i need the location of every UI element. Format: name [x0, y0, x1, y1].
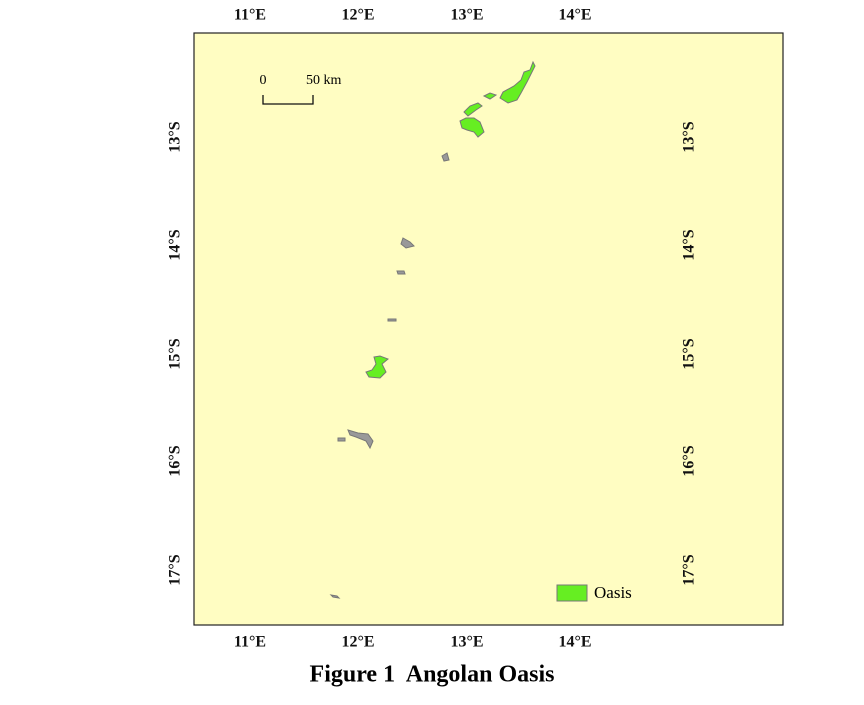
oasis-patch [365, 355, 389, 379]
oasis-patch [482, 92, 498, 100]
oasis-patch [459, 117, 485, 138]
oasis-sliver [400, 237, 415, 249]
oasis-sliver [337, 437, 346, 442]
scale-end: 50 km [306, 73, 342, 88]
longitude-label: 13°E [450, 7, 483, 24]
scale-start: 0 [260, 73, 267, 88]
longitude-label: 11°E [234, 7, 266, 24]
latitude-label: 17°S [167, 554, 184, 585]
oasis-patch [499, 60, 536, 104]
longitude-label: 12°E [341, 7, 374, 24]
oasis-patch [463, 102, 483, 117]
oasis-sliver [396, 270, 406, 275]
latitude-label: 14°S [681, 229, 698, 260]
oasis-patches [329, 60, 536, 599]
oasis-sliver [441, 152, 450, 162]
longitude-label: 11°E [234, 634, 266, 651]
oasis-sliver [347, 429, 374, 450]
oasis-sliver [329, 594, 341, 599]
legend-label: Oasis [594, 583, 632, 602]
latitude-label: 13°S [681, 121, 698, 152]
oasis-sliver [387, 318, 397, 322]
graticule-labels: 11°E 11°E 12°E 12°E 13°E 13°E 14°E 14°E 13°S 13°S… [167, 7, 698, 651]
longitude-label: 13°E [450, 634, 483, 651]
map-frame [193, 32, 784, 626]
latitude-label: 14°S [167, 229, 184, 260]
longitude-label: 14°E [558, 7, 591, 24]
latitude-label: 13°S [167, 121, 184, 152]
latitude-label: 16°S [167, 445, 184, 476]
latitude-label: 17°S [681, 554, 698, 585]
longitude-label: 12°E [341, 634, 374, 651]
legend-swatch [556, 584, 588, 602]
scale-bar-line [262, 95, 314, 105]
legend: Oasis [556, 583, 632, 602]
longitude-label: 14°E [558, 634, 591, 651]
latitude-label: 16°S [681, 445, 698, 476]
caption: Figure 1 Angolan Oasis [310, 662, 555, 688]
latitude-label: 15°S [681, 338, 698, 369]
scale-bar: 0 50 km [260, 73, 342, 105]
latitude-label: 15°S [167, 338, 184, 369]
